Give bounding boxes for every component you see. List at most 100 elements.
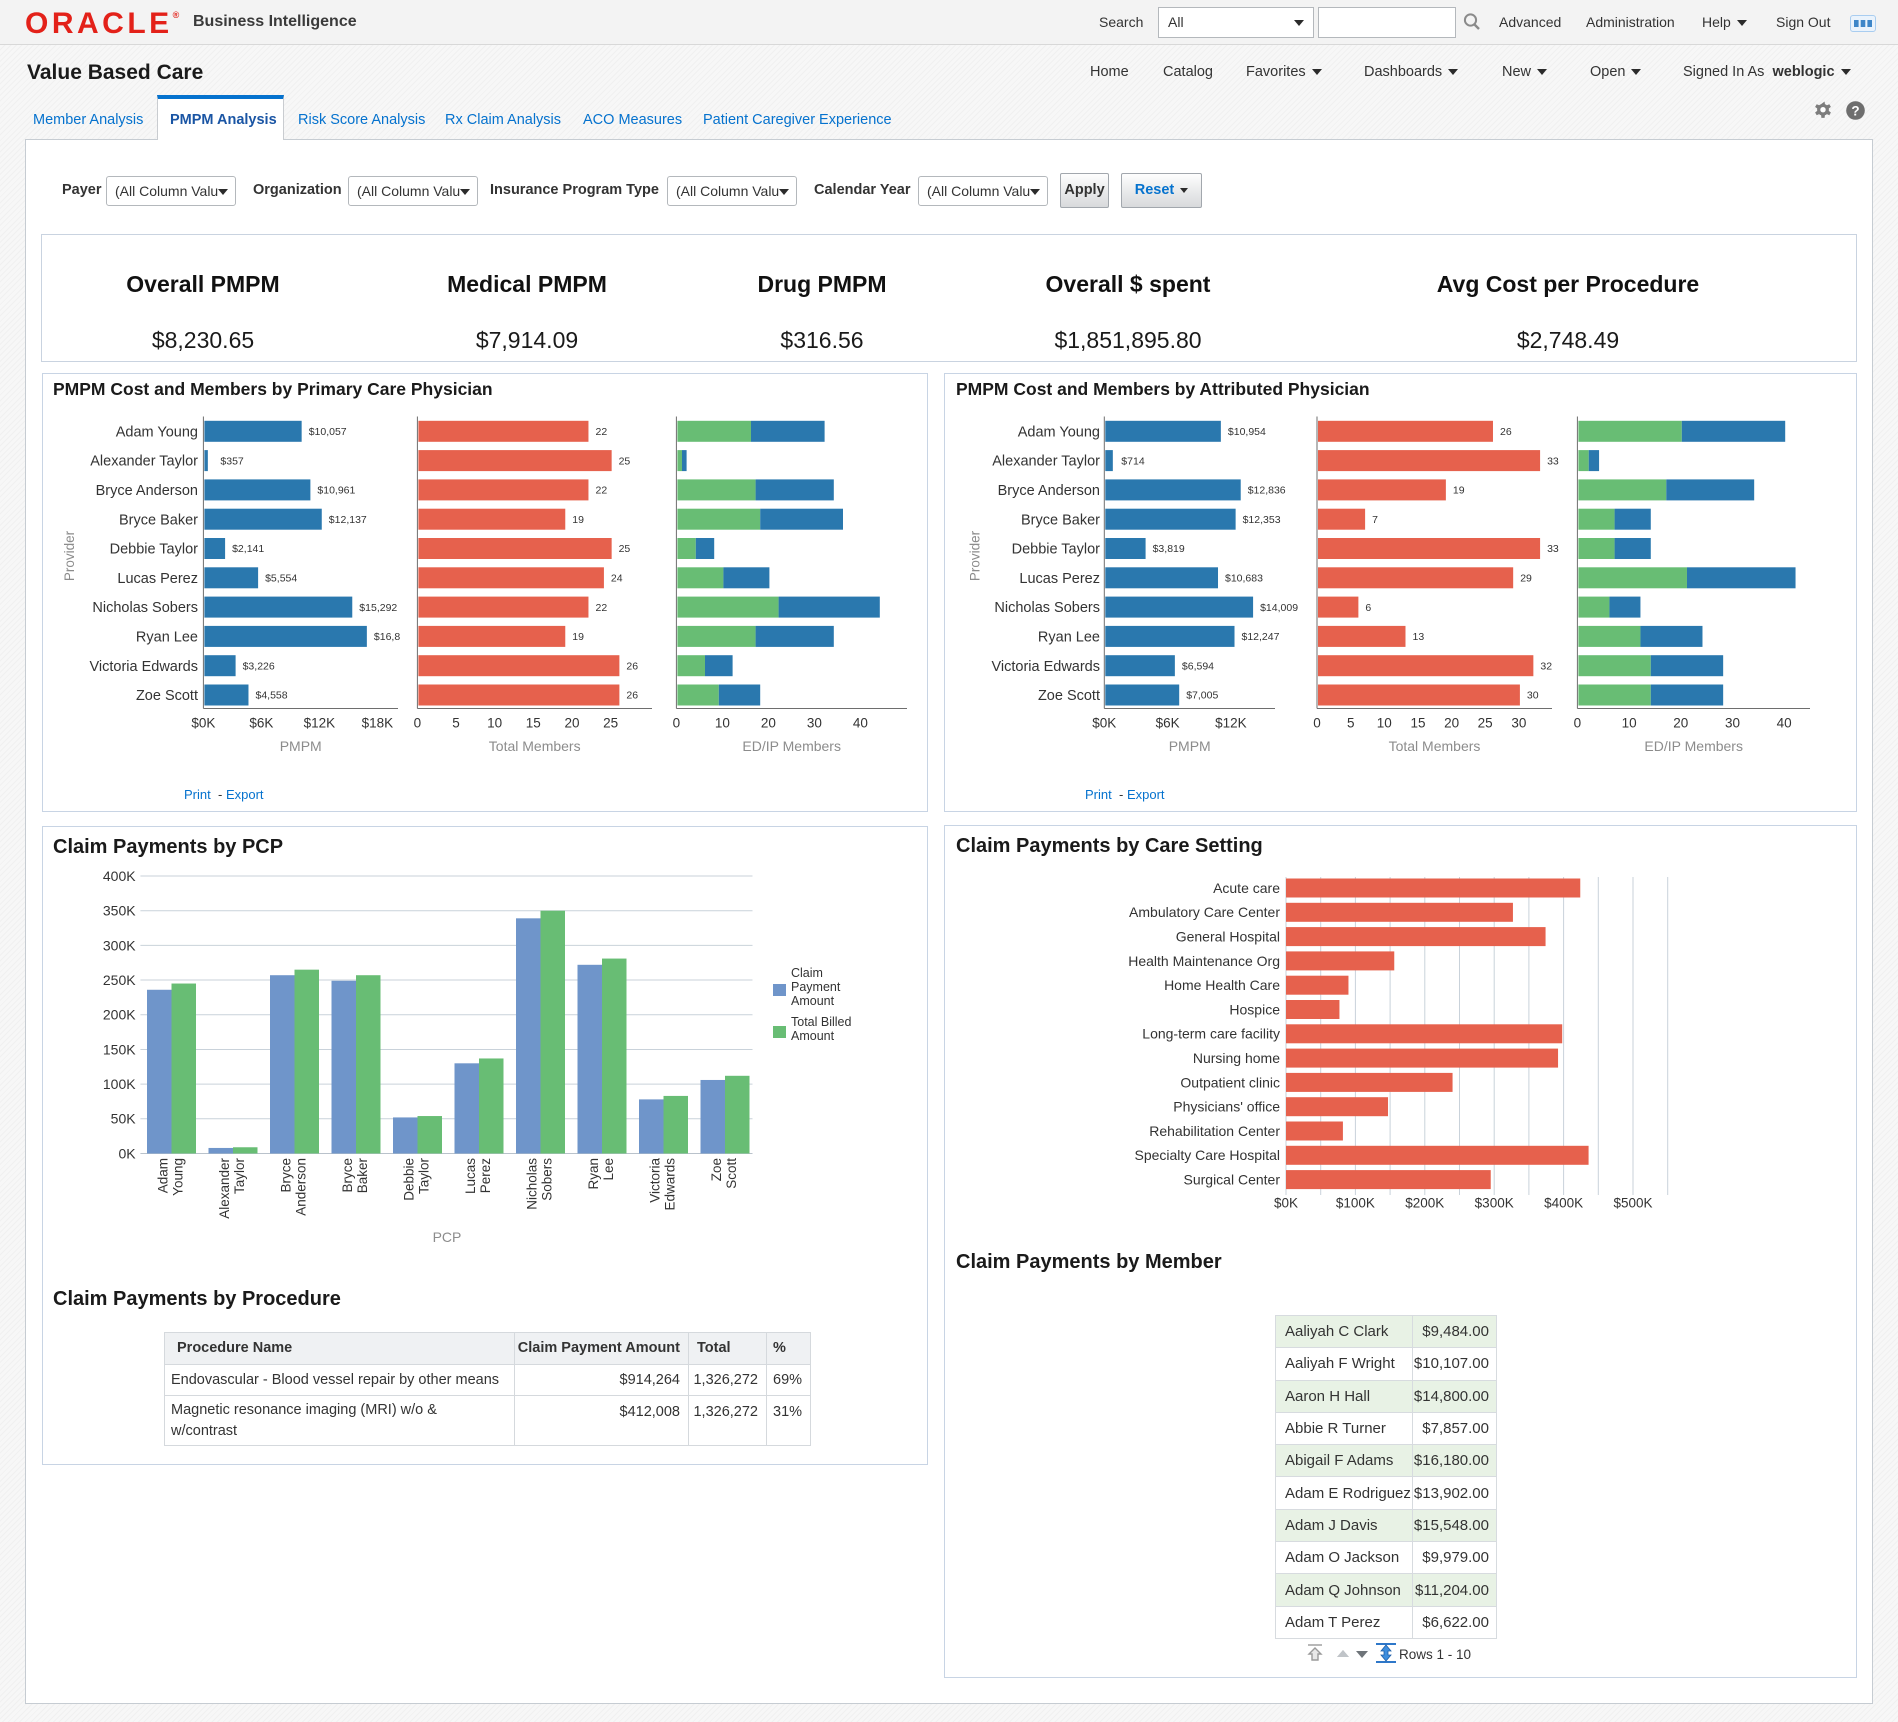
svg-text:Provider: Provider [968,530,983,581]
svg-text:19: 19 [572,631,584,643]
svg-text:26: 26 [626,690,638,702]
svg-text:15: 15 [526,716,541,731]
svg-text:19: 19 [1453,485,1465,497]
svg-text:0K: 0K [118,1145,136,1161]
svg-text:$12K: $12K [1215,716,1247,731]
svg-text:10: 10 [1377,716,1392,731]
svg-text:$6,594: $6,594 [1182,660,1214,672]
svg-text:Bryce: Bryce [279,1158,294,1193]
svg-text:$4,558: $4,558 [256,690,288,702]
svg-text:20: 20 [1673,716,1688,731]
svg-text:30: 30 [1527,690,1539,702]
svg-text:?: ? [1851,104,1859,119]
svg-text:$100K: $100K [1336,1196,1375,1211]
svg-text:$15,292: $15,292 [359,602,397,614]
svg-text:Ambulatory Care Center: Ambulatory Care Center [1129,904,1280,920]
svg-text:33: 33 [1547,543,1559,555]
svg-text:Victoria: Victoria [648,1158,663,1203]
svg-text:$12K: $12K [304,716,336,731]
svg-text:Bryce Anderson: Bryce Anderson [96,483,198,499]
svg-text:$6K: $6K [249,716,273,731]
svg-text:0: 0 [1313,716,1321,731]
svg-text:40: 40 [1777,716,1792,731]
svg-text:Bryce: Bryce [340,1158,355,1193]
svg-text:250K: 250K [103,972,136,988]
svg-text:$400K: $400K [1544,1196,1583,1211]
svg-text:6: 6 [1365,602,1371,614]
svg-text:Home Health Care: Home Health Care [1164,977,1280,993]
svg-text:Rehabilitation Center: Rehabilitation Center [1149,1123,1280,1139]
svg-text:General Hospital: General Hospital [1176,929,1280,945]
svg-text:300K: 300K [103,937,136,953]
svg-text:15: 15 [1410,716,1425,731]
svg-text:$12,247: $12,247 [1242,631,1280,643]
svg-text:$18K: $18K [362,716,394,731]
svg-text:Debbie Taylor: Debbie Taylor [110,542,199,558]
svg-text:5: 5 [1347,716,1355,731]
svg-text:Anderson: Anderson [294,1158,309,1216]
svg-text:Nursing home: Nursing home [1193,1050,1280,1066]
svg-text:Alexander Taylor: Alexander Taylor [90,454,198,470]
svg-text:20: 20 [564,716,579,731]
svg-text:Zoe: Zoe [709,1158,724,1181]
svg-text:0: 0 [1574,716,1582,731]
svg-text:$7,005: $7,005 [1186,690,1218,702]
svg-text:$3,819: $3,819 [1153,543,1185,555]
svg-text:Alexander Taylor: Alexander Taylor [992,454,1100,470]
svg-text:Victoria Edwards: Victoria Edwards [89,659,198,675]
svg-text:Debbie: Debbie [402,1158,417,1201]
svg-text:$14,009: $14,009 [1260,602,1298,614]
svg-text:$12,353: $12,353 [1243,514,1281,526]
svg-text:Long-term care facility: Long-term care facility [1142,1026,1280,1042]
svg-text:25: 25 [619,455,631,467]
svg-text:25: 25 [619,543,631,555]
svg-text:24: 24 [611,572,623,584]
svg-text:$0K: $0K [191,716,215,731]
svg-text:Adam: Adam [156,1158,171,1193]
svg-text:Zoe Scott: Zoe Scott [136,688,198,704]
svg-text:PMPM: PMPM [1169,738,1211,754]
svg-text:$0K: $0K [1274,1196,1298,1211]
svg-text:Taylor: Taylor [417,1158,432,1195]
svg-text:7: 7 [1372,514,1378,526]
svg-text:$200K: $200K [1405,1196,1444,1211]
svg-text:PCP: PCP [433,1229,462,1245]
svg-text:$12,836: $12,836 [1248,485,1286,497]
svg-text:0: 0 [673,716,681,731]
svg-text:Acute care: Acute care [1213,880,1280,896]
svg-text:30: 30 [1511,716,1526,731]
svg-text:Taylor: Taylor [232,1158,247,1195]
svg-text:Total Members: Total Members [1389,738,1481,754]
svg-text:30: 30 [1725,716,1740,731]
svg-text:10: 10 [715,716,730,731]
svg-text:Lucas Perez: Lucas Perez [117,571,198,587]
svg-text:$16,8: $16,8 [374,631,400,643]
svg-text:ED/IP Members: ED/IP Members [1644,738,1743,754]
svg-text:10: 10 [487,716,502,731]
svg-text:Ryan: Ryan [586,1158,601,1190]
svg-text:Young: Young [171,1158,186,1196]
svg-text:Nicholas Sobers: Nicholas Sobers [994,600,1100,616]
svg-text:Adam Young: Adam Young [116,424,198,440]
svg-text:Baker: Baker [355,1158,370,1194]
svg-text:$5,554: $5,554 [265,572,297,584]
svg-text:400K: 400K [103,868,136,884]
svg-text:Bryce Baker: Bryce Baker [119,512,198,528]
svg-text:Alexander: Alexander [217,1158,232,1219]
svg-text:20: 20 [1444,716,1459,731]
svg-text:$10,961: $10,961 [317,485,355,497]
svg-text:20: 20 [761,716,776,731]
svg-text:29: 29 [1520,572,1532,584]
svg-text:13: 13 [1413,631,1425,643]
svg-text:Ryan Lee: Ryan Lee [136,629,198,645]
svg-text:$10,683: $10,683 [1225,572,1263,584]
svg-text:$10,057: $10,057 [309,426,347,438]
svg-text:0: 0 [414,716,422,731]
svg-text:25: 25 [603,716,618,731]
svg-text:$3,226: $3,226 [243,660,275,672]
svg-text:Nicholas: Nicholas [525,1158,540,1210]
svg-text:200K: 200K [103,1007,136,1023]
svg-text:$300K: $300K [1475,1196,1514,1211]
svg-text:$357: $357 [220,455,244,467]
svg-text:$12,137: $12,137 [329,514,367,526]
